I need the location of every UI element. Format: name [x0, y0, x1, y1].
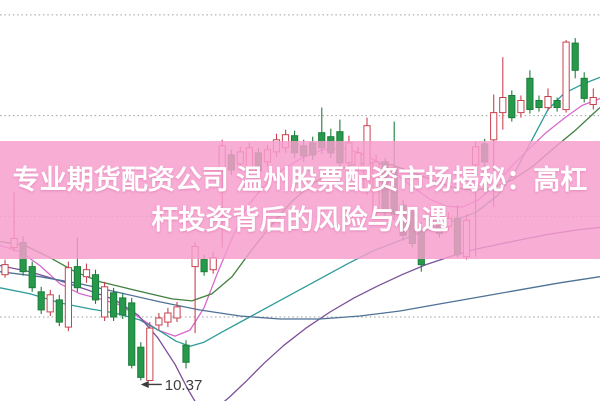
candle-body	[28, 266, 36, 289]
candle-body	[91, 274, 100, 301]
candle-body	[73, 266, 82, 289]
candle-body	[508, 95, 516, 119]
candle-body	[535, 100, 543, 108]
candle-body	[544, 96, 552, 109]
headline-line-1: 专业期货配资公司 温州股票配资市场揭秘：高杠	[12, 165, 588, 195]
candle-body	[490, 112, 498, 141]
candle-body	[46, 294, 54, 313]
candle-body	[64, 267, 73, 328]
candle-body	[517, 100, 525, 114]
headline-line-2: 杆投资背后的风险与机遇	[151, 205, 449, 235]
low-price-label: 10.37	[165, 377, 203, 394]
candle-body	[128, 302, 136, 366]
candle-body	[82, 269, 91, 278]
ma-slate	[0, 271, 600, 320]
candle-body	[55, 299, 63, 323]
candle-body	[110, 292, 118, 318]
candle-body	[182, 344, 190, 363]
candle-body	[571, 42, 579, 71]
candle-body	[580, 77, 588, 99]
candle-body	[101, 286, 109, 318]
candle-body	[1, 264, 9, 276]
candle-body	[200, 259, 208, 273]
candle-body	[146, 327, 154, 382]
candle-body	[589, 97, 597, 105]
candle-body	[37, 291, 45, 311]
candle-body	[562, 41, 570, 111]
candle-body	[155, 317, 163, 326]
candle-body	[164, 312, 172, 323]
candle-body	[553, 100, 561, 108]
candle-body	[526, 77, 534, 111]
low-arrowhead-icon	[140, 380, 149, 388]
candle-body	[119, 297, 127, 316]
candle-body	[209, 257, 217, 271]
headline-banner: 专业期货配资公司 温州股票配资市场揭秘：高杠 杆投资背后的风险与机遇	[0, 141, 600, 259]
candle-body	[173, 306, 181, 319]
candle-body	[137, 346, 145, 378]
candle-body	[499, 97, 507, 114]
